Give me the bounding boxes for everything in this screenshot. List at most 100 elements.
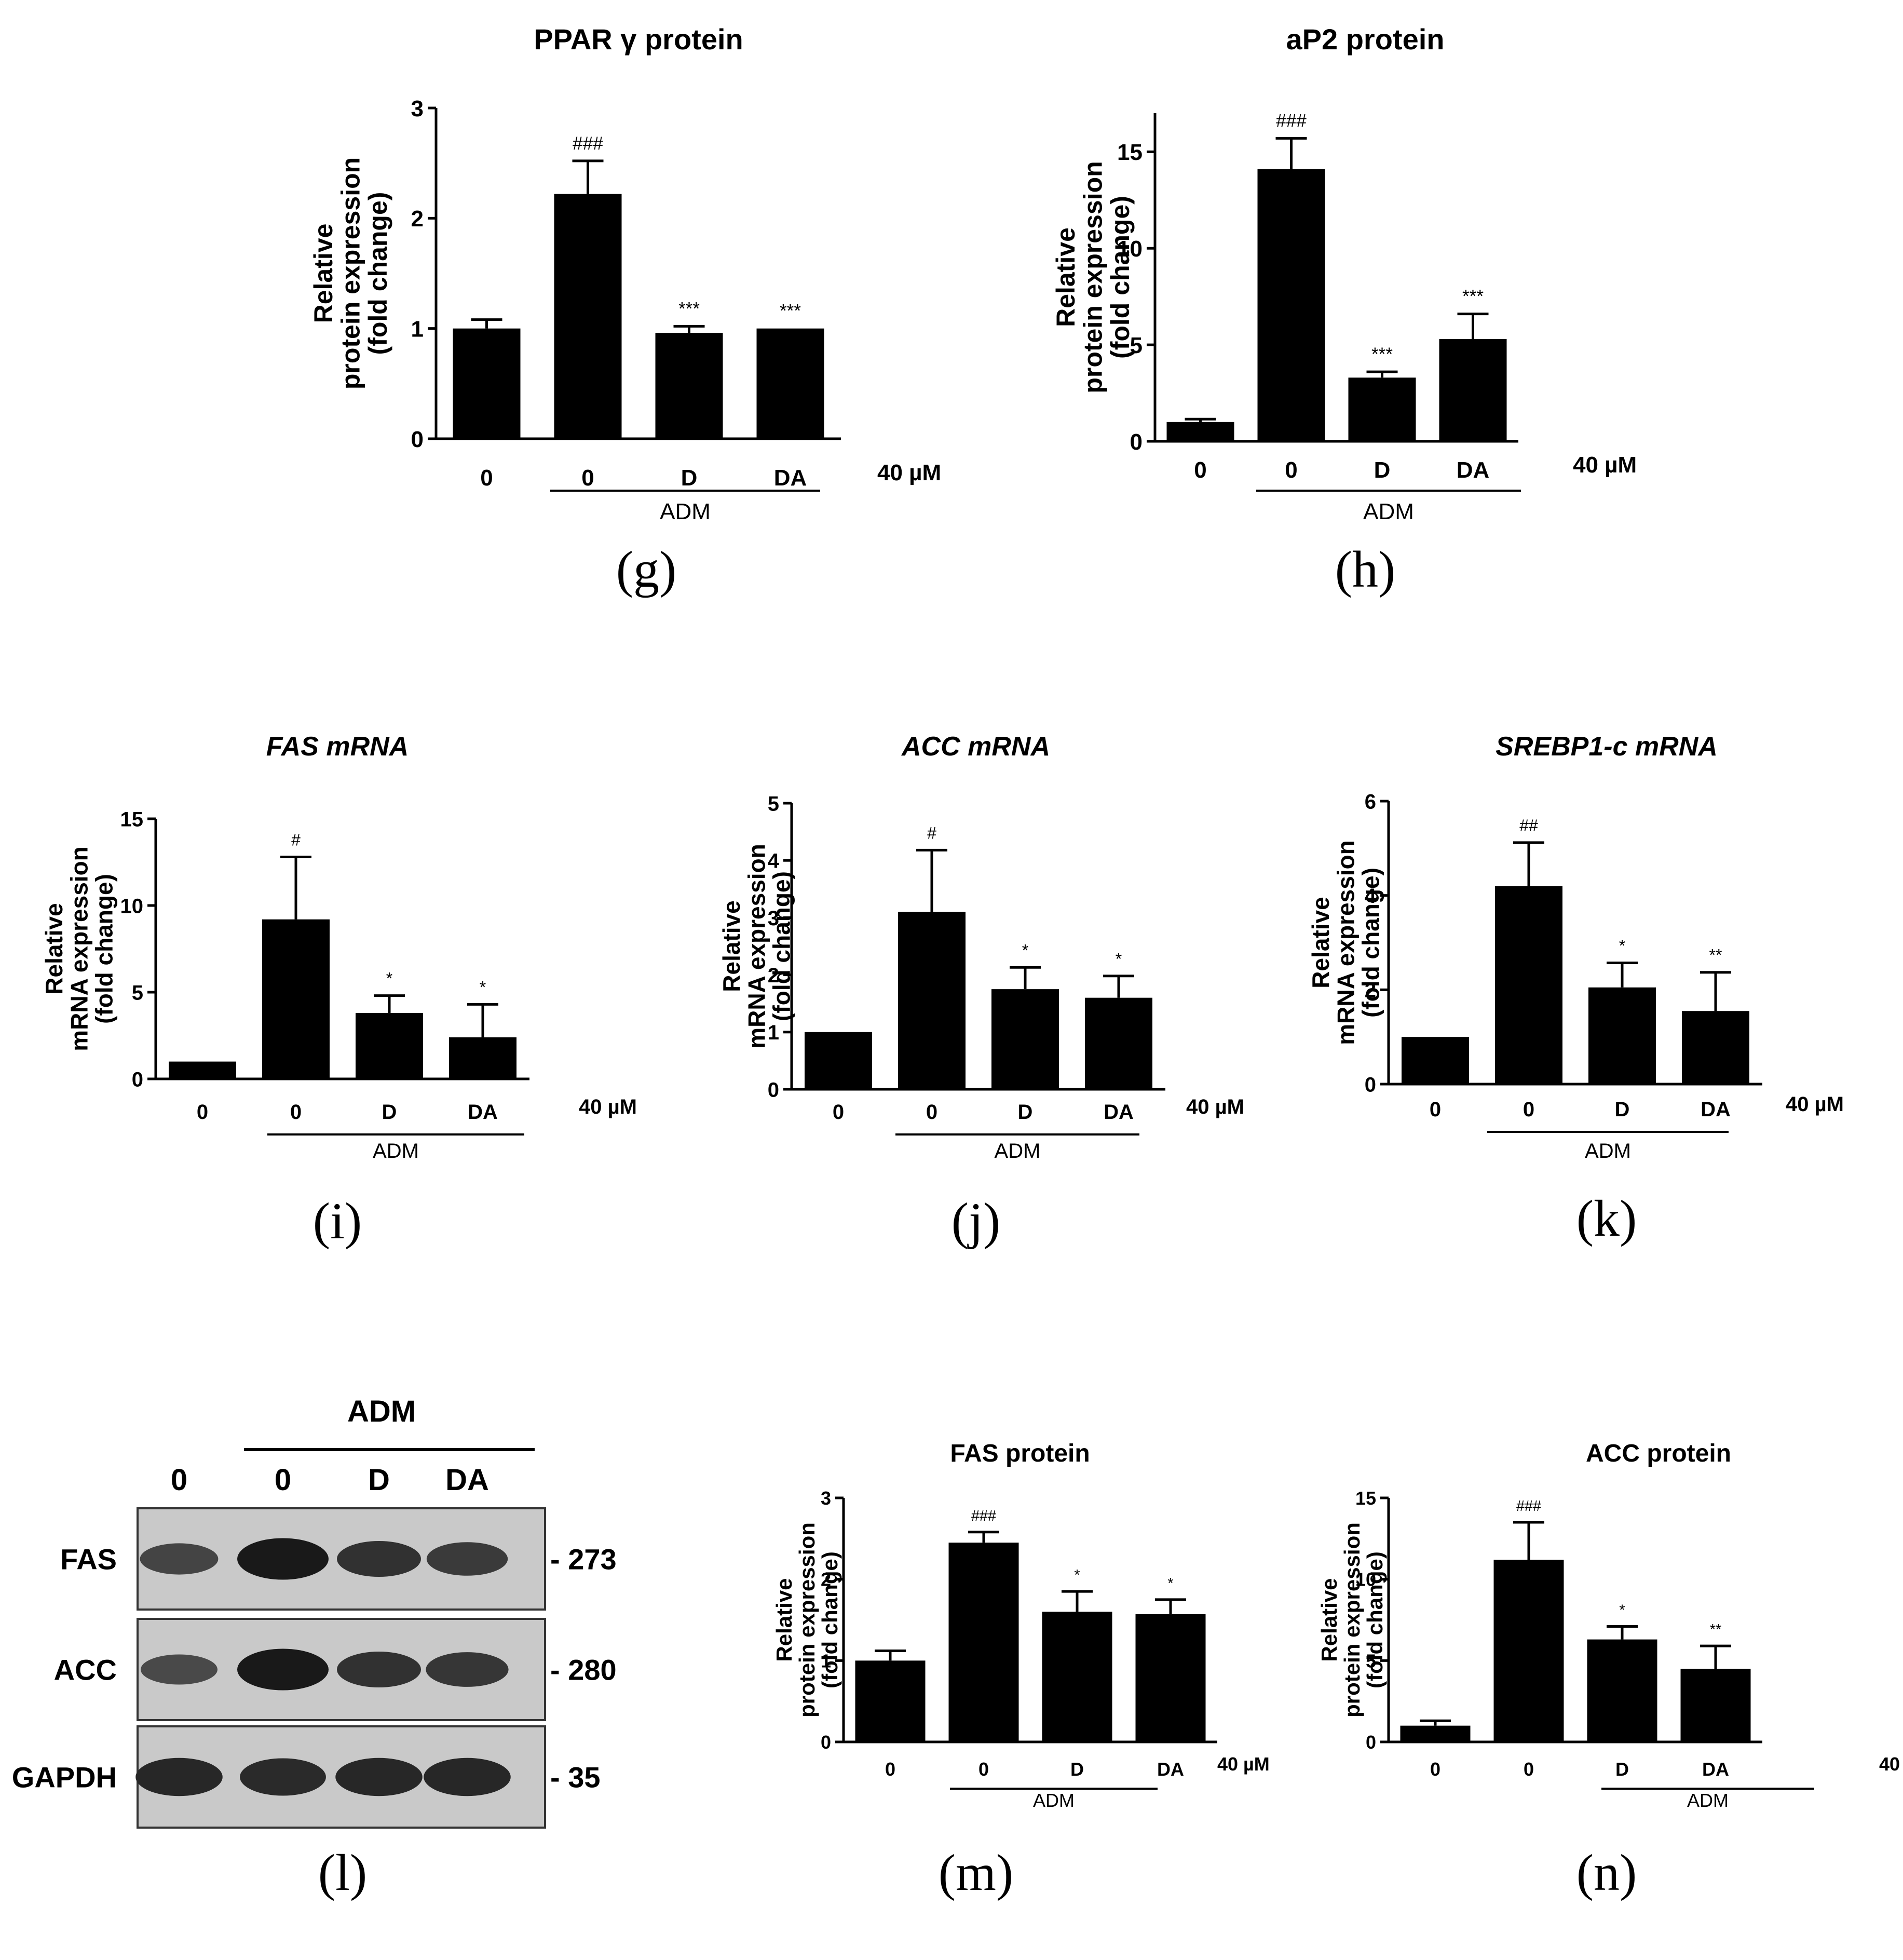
- blot-band: [426, 1652, 509, 1687]
- y-axis-label: RelativemRNA expression(fold change): [1307, 840, 1384, 1045]
- category-label: 0: [1430, 1098, 1441, 1121]
- blot-band: [426, 1542, 508, 1576]
- category-label: DA: [1457, 457, 1490, 483]
- significance-label: ***: [678, 299, 700, 319]
- blot-lane-label: 0: [275, 1463, 291, 1497]
- bar: [1493, 1560, 1564, 1742]
- bar: [262, 919, 330, 1079]
- panel-label: (g): [616, 540, 677, 598]
- category-label: D: [1615, 1098, 1630, 1121]
- blot-marker-label: - 273: [550, 1543, 617, 1576]
- dose-label: 40 µM: [1217, 1753, 1270, 1775]
- bar: [948, 1543, 1019, 1742]
- chart-title: PPAR γ protein: [534, 23, 743, 56]
- category-label: D: [382, 1101, 397, 1124]
- y-tick-label: 3: [411, 96, 424, 121]
- group-label: ADM: [995, 1140, 1041, 1163]
- y-axis-label-line: Relative: [40, 903, 67, 994]
- dose-label: 40 µM: [1879, 1753, 1903, 1775]
- bar: [1682, 1011, 1749, 1084]
- category-label: 0: [1524, 1759, 1534, 1780]
- y-axis-label-line: (fold change): [363, 192, 392, 355]
- bar: [1587, 1639, 1657, 1742]
- chart-k: SREBP1-c mRNA 0 2 4 6 RelativemRNA expression…: [1307, 732, 1844, 1247]
- category-label: DA: [1702, 1759, 1729, 1780]
- dose-label: 40 µM: [1786, 1093, 1844, 1116]
- chart-title: aP2 protein: [1286, 23, 1445, 56]
- group-label: ADM: [1363, 499, 1414, 524]
- chart-title: SREBP1-c mRNA: [1496, 732, 1718, 762]
- y-tick-label: 5: [1366, 1650, 1376, 1671]
- western-blot-panel: ADM 0 0 D DA FAS - 273 ACC - 280 GAPDH - 35 (l): [12, 1395, 617, 1901]
- bar: [169, 1061, 236, 1079]
- y-axis-label-line: mRNA expression: [1332, 840, 1359, 1045]
- category-label: DA: [1157, 1759, 1184, 1780]
- y-tick-label: 3: [768, 907, 779, 930]
- chart-m: FAS protein 0 1 2 3 Relativeprotein expressio…: [772, 1440, 1270, 1901]
- bar: [449, 1037, 516, 1079]
- chart-title: ACC protein: [1586, 1440, 1731, 1467]
- category-label: 0: [926, 1101, 937, 1124]
- y-axis-label: RelativemRNA expression(fold change): [718, 844, 795, 1049]
- blot-lane-label: D: [368, 1463, 390, 1497]
- bar: [1085, 997, 1152, 1089]
- y-tick-label: 2: [821, 1569, 831, 1590]
- category-label: DA: [1701, 1098, 1731, 1121]
- bar: [1680, 1669, 1751, 1742]
- y-tick-label: 15: [1117, 140, 1143, 165]
- y-tick-label: 0: [768, 1078, 779, 1101]
- category-label: D: [681, 465, 698, 491]
- panel-label: (m): [939, 1844, 1013, 1901]
- significance-label: ###: [971, 1508, 996, 1524]
- group-label: ADM: [1033, 1790, 1075, 1811]
- category-label: 0: [197, 1101, 208, 1124]
- y-tick-label: 5: [132, 981, 143, 1004]
- significance-label: *: [386, 969, 392, 988]
- blot-band: [337, 1541, 421, 1577]
- chart-g: PPAR γ protein 0 1 2 3 Relativeprotein expres…: [309, 23, 941, 598]
- category-label: D: [1615, 1759, 1629, 1780]
- bar: [655, 333, 723, 439]
- category-label: D: [1070, 1759, 1084, 1780]
- category-label: 0: [833, 1101, 844, 1124]
- y-axis-label-line: protein expression: [336, 157, 365, 389]
- bar: [1439, 339, 1507, 441]
- category-label: D: [1018, 1101, 1033, 1124]
- category-label: 0: [978, 1759, 989, 1780]
- y-axis-label-line: Relative: [309, 224, 338, 323]
- y-tick-label: 2: [411, 206, 424, 232]
- blot-group-label: ADM: [347, 1395, 416, 1428]
- y-tick-label: 0: [1366, 1732, 1376, 1753]
- category-label: DA: [468, 1101, 498, 1124]
- significance-label: *: [1619, 937, 1625, 955]
- bar: [898, 912, 966, 1089]
- category-label: 0: [290, 1101, 302, 1124]
- significance-label: #: [291, 830, 301, 849]
- panel-label: (h): [1335, 540, 1396, 598]
- category-label: 0: [885, 1759, 895, 1780]
- bar: [1402, 1037, 1469, 1084]
- blot-band: [140, 1543, 219, 1575]
- category-label: DA: [1104, 1101, 1134, 1124]
- blot-band: [424, 1758, 511, 1796]
- bar: [991, 989, 1059, 1089]
- significance-label: *: [1167, 1575, 1173, 1592]
- significance-label: ###: [573, 133, 603, 154]
- y-tick-label: 6: [1365, 790, 1376, 813]
- panel-label: (n): [1576, 1844, 1637, 1901]
- bar: [356, 1013, 423, 1079]
- bar: [1042, 1612, 1112, 1742]
- y-axis-label-line: Relative: [1317, 1578, 1341, 1661]
- y-axis-label-line: protein expression: [1079, 161, 1108, 393]
- group-label: ADM: [1585, 1140, 1631, 1163]
- y-axis-label: Relativeprotein expression(fold change): [309, 157, 392, 389]
- bar: [453, 328, 521, 439]
- blot-lane-label: 0: [171, 1463, 187, 1497]
- bar: [1400, 1725, 1471, 1742]
- y-tick-label: 2: [768, 964, 779, 987]
- significance-label: ###: [1276, 111, 1307, 131]
